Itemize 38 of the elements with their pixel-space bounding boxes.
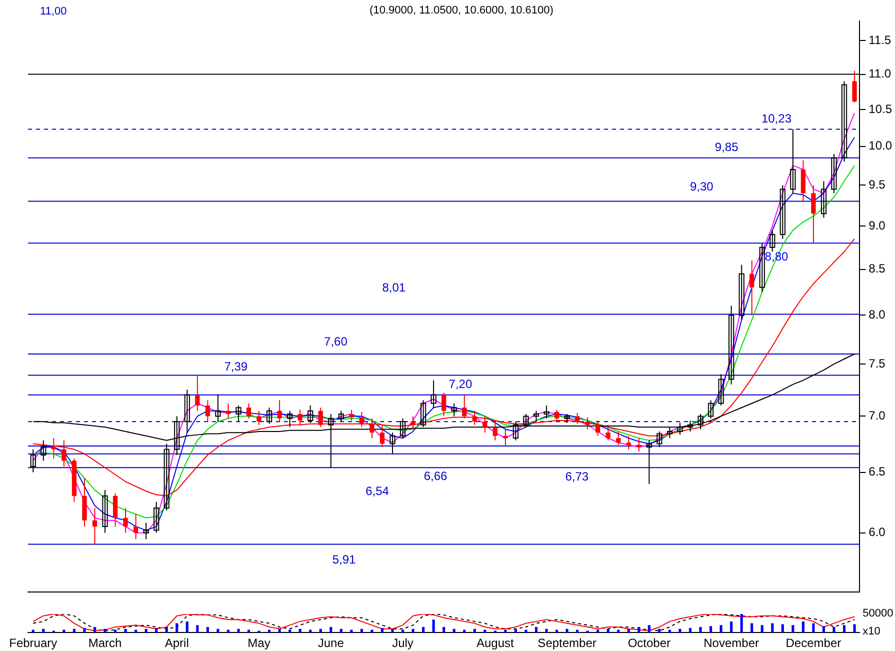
ref-line-label: 8,01 (382, 280, 406, 295)
text: 50000 (862, 608, 894, 620)
x-tick-label: March (88, 636, 122, 650)
y-tick-label: 7.5 (868, 356, 886, 370)
ref-line-label: 7,39 (224, 360, 248, 374)
text: x10 (862, 626, 880, 638)
y-tick-label: 10.0 (868, 138, 892, 153)
x-tick-label: July (392, 636, 414, 650)
y-tick-label: 8.5 (868, 262, 886, 276)
y-tick-label: 6.0 (868, 525, 886, 540)
x-tick-label: June (318, 636, 344, 650)
y-tick-label: 10.5 (868, 102, 892, 116)
ref-line-label: 6,73 (565, 469, 589, 484)
ref-line-label: 9,85 (714, 140, 739, 154)
ref-line-label: 7,20 (448, 377, 472, 392)
chart-title: (10.9000, 11.0500, 10.6000, 10.6100) (370, 4, 554, 17)
ref-line-label: 6,54 (366, 484, 390, 498)
y-tick-label: 8.0 (868, 308, 886, 322)
y-tick-label: 9.0 (868, 218, 886, 232)
text: 11,00 (40, 6, 67, 18)
y-tick-label: 7.0 (868, 408, 886, 423)
x-tick-label: December (786, 636, 842, 650)
ref-line-label: 10,23 (761, 112, 792, 126)
y-tick-label: 9.5 (868, 178, 886, 192)
ref-line-label: 5,91 (332, 552, 356, 567)
x-tick-label: October (628, 636, 671, 650)
ref-line-label: 6,66 (424, 469, 448, 484)
x-tick-label: September (538, 636, 596, 650)
x-tick-label: February (9, 636, 58, 650)
y-tick-label: 11.5 (868, 32, 892, 47)
x-tick-label: August (476, 636, 515, 650)
x-tick-label: May (248, 636, 270, 650)
ref-line-label: 9,30 (690, 180, 714, 194)
y-tick-label: 6.5 (868, 464, 886, 479)
y-tick-label: 11.0 (868, 66, 892, 81)
x-tick-label: April (164, 636, 189, 650)
ref-line-label: 7,60 (324, 334, 348, 348)
x-tick-label: November (704, 636, 759, 650)
